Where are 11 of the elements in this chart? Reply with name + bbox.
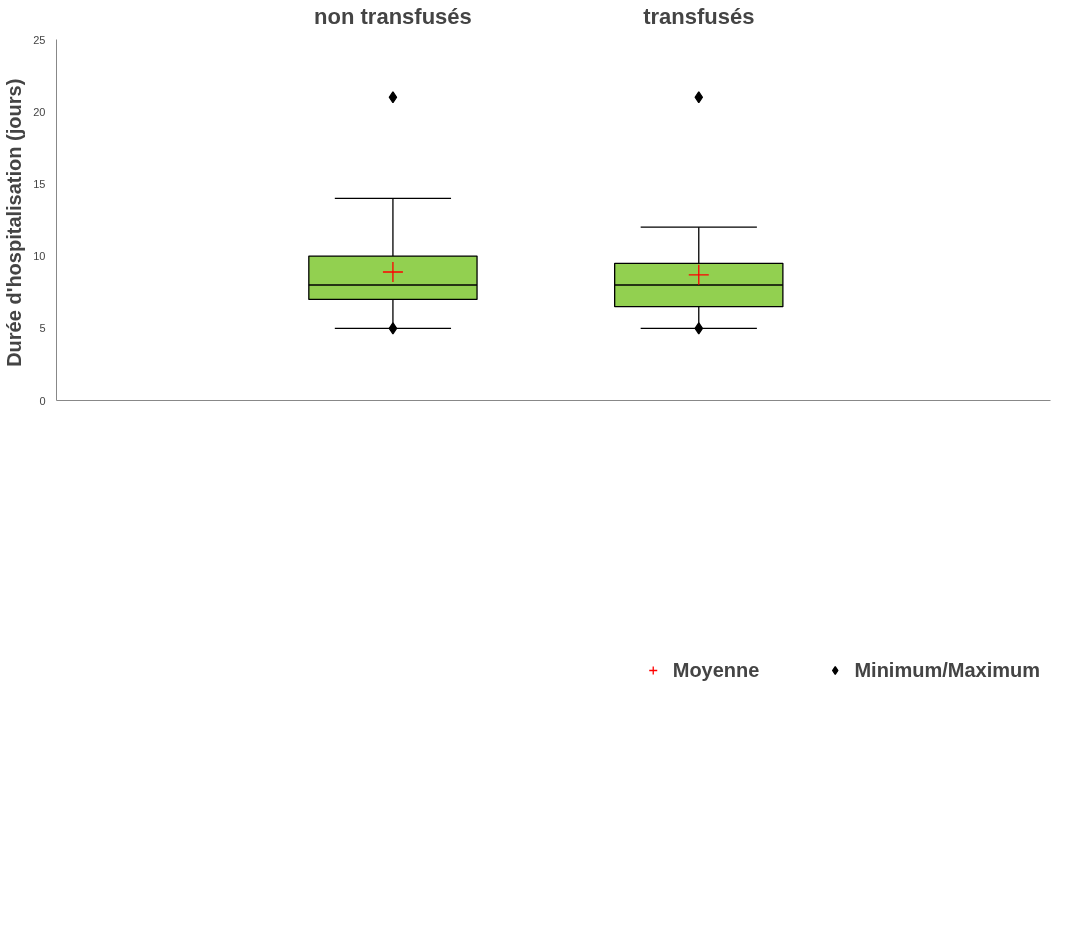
y-axis-title: Durée d'hospitalisation (jours) [3, 78, 26, 367]
legend-label: Minimum/Maximum [854, 658, 1040, 682]
y-tick-label: 25 [33, 33, 46, 46]
y-tick-label: 15 [33, 177, 46, 190]
y-tick-label: 0 [39, 394, 46, 407]
y-tick-label: 10 [33, 250, 46, 263]
y-tick-label: 5 [39, 322, 46, 335]
x-tick-label: non transfusés [314, 3, 472, 29]
x-tick-label: transfusés [643, 3, 755, 29]
y-tick-label: 20 [33, 105, 46, 118]
legend-label: Moyenne [672, 658, 760, 682]
